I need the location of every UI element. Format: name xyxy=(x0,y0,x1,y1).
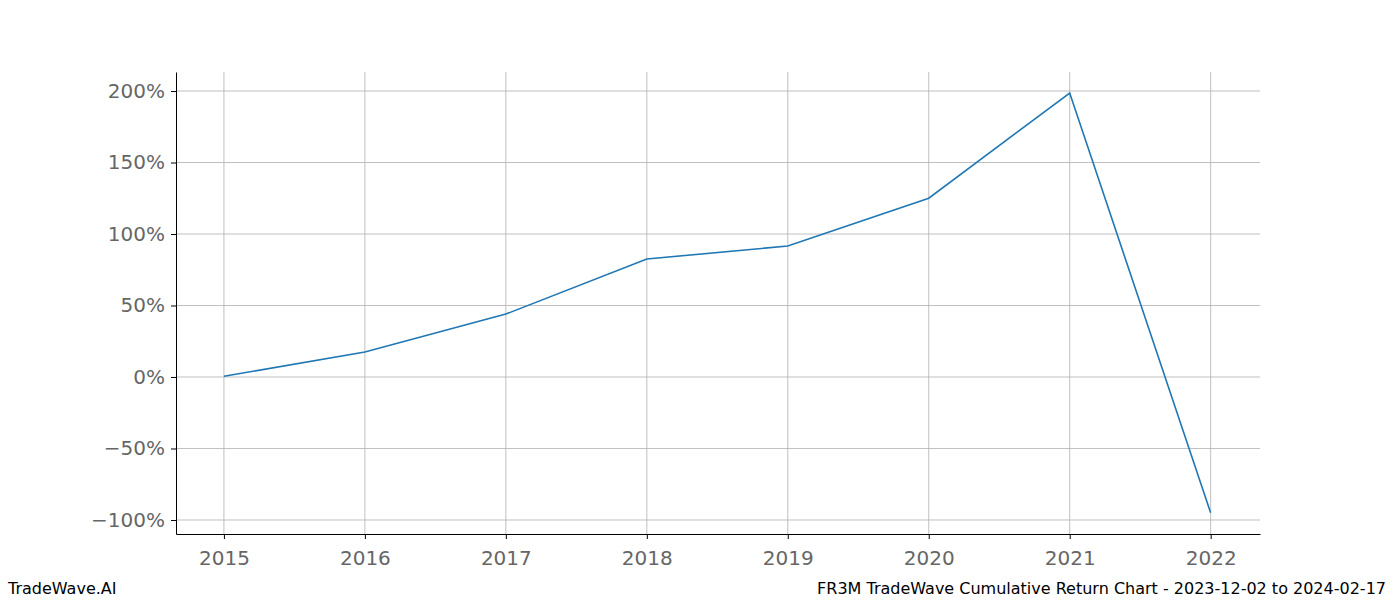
tick-label: 2019 xyxy=(763,546,814,570)
tick: 100% xyxy=(108,222,176,246)
tick: 2015 xyxy=(199,534,250,570)
grid-line xyxy=(223,72,224,534)
series xyxy=(224,93,1211,513)
chart: 2015 2016 2017 2018 2019 2020 2021 2022 −100% −50… xyxy=(0,0,1400,600)
tick-label: 2017 xyxy=(481,546,532,570)
tick-label: 2018 xyxy=(622,546,673,570)
tick: −50% xyxy=(104,436,176,460)
tick: 2017 xyxy=(481,534,532,570)
tick: 50% xyxy=(121,293,176,317)
tick-mark xyxy=(171,91,176,92)
grid-line xyxy=(1210,72,1211,534)
tick-mark xyxy=(506,534,507,539)
tick: 2020 xyxy=(904,534,955,570)
tick-label: 2021 xyxy=(1045,546,1096,570)
tick: 2022 xyxy=(1186,534,1237,570)
tick-mark xyxy=(171,520,176,521)
grid-line xyxy=(176,91,1260,92)
grid-line xyxy=(176,162,1260,163)
tick-mark xyxy=(647,534,648,539)
grid-line xyxy=(176,234,1260,235)
tick-mark xyxy=(1211,534,1212,539)
grid-line xyxy=(176,305,1260,306)
grid-line xyxy=(176,376,1260,377)
tick-label: 200% xyxy=(108,79,165,103)
tick-label: −100% xyxy=(91,508,165,532)
tick: 150% xyxy=(108,150,176,174)
tick-label: 2022 xyxy=(1186,546,1237,570)
tick: 2016 xyxy=(340,534,391,570)
annotation: TradeWave.AI xyxy=(7,579,116,598)
tick-mark xyxy=(929,534,930,539)
grid xyxy=(176,72,1260,534)
tick-label: 0% xyxy=(133,365,165,389)
tick-label: 2020 xyxy=(904,546,955,570)
line xyxy=(224,93,1211,513)
title: FR3M TradeWave Cumulative Return Chart -… xyxy=(817,579,1386,598)
axis-line xyxy=(177,534,1261,535)
tick-label: −50% xyxy=(104,436,165,460)
tick-mark xyxy=(365,534,366,539)
tick: 0% xyxy=(133,365,176,389)
tick-label: 150% xyxy=(108,150,165,174)
tick-mark xyxy=(171,234,176,235)
grid-line xyxy=(505,72,506,534)
tick-label: 2015 xyxy=(199,546,250,570)
grid-line xyxy=(646,72,647,534)
grid-line xyxy=(364,72,365,534)
axis-line xyxy=(176,73,177,535)
tick-mark xyxy=(171,306,176,307)
tick-mark xyxy=(171,448,176,449)
tick-label: 2016 xyxy=(340,546,391,570)
tick: 200% xyxy=(108,79,176,103)
tick-mark xyxy=(171,163,176,164)
tick-label: 50% xyxy=(121,293,165,317)
axis: 2015 2016 2017 2018 2019 2020 2021 2022 xyxy=(177,534,1261,570)
grid-line xyxy=(176,519,1260,520)
grid-line xyxy=(1069,72,1070,534)
tick-mark xyxy=(224,534,225,539)
axis: −100% −50% 0% 50% 100% 150% 200% xyxy=(91,73,176,535)
tick: 2018 xyxy=(622,534,673,570)
tick-mark xyxy=(1070,534,1071,539)
grid-line xyxy=(787,72,788,534)
tick: 2021 xyxy=(1045,534,1096,570)
plot: 2015 2016 2017 2018 2019 2020 2021 2022 −100% −50… xyxy=(91,72,1260,570)
tick-mark xyxy=(788,534,789,539)
grid-line xyxy=(176,448,1260,449)
grid-line xyxy=(928,72,929,534)
tick: 2019 xyxy=(763,534,814,570)
tick-label: 100% xyxy=(108,222,165,246)
tick: −100% xyxy=(91,508,176,532)
tick-mark xyxy=(171,377,176,378)
